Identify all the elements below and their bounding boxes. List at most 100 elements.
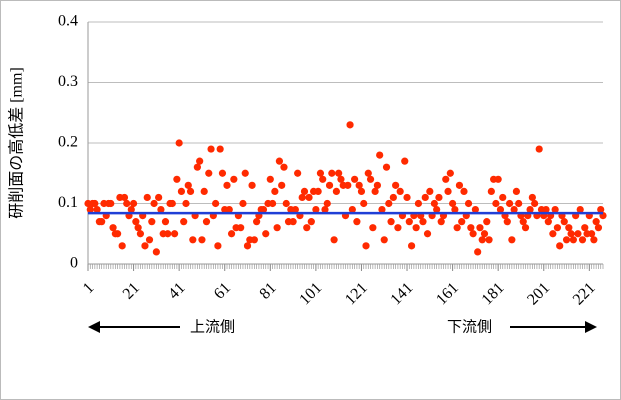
data-point xyxy=(366,175,375,183)
data-point xyxy=(510,205,518,214)
data-point xyxy=(590,236,598,244)
data-point xyxy=(549,230,557,238)
data-point xyxy=(351,175,359,183)
data-point xyxy=(129,199,138,208)
data-point xyxy=(266,175,274,183)
data-point xyxy=(157,205,165,214)
data-point xyxy=(526,205,534,214)
data-point xyxy=(202,218,211,226)
data-point xyxy=(268,199,277,208)
data-point xyxy=(515,199,523,208)
data-point xyxy=(464,199,473,208)
data-point xyxy=(474,248,482,256)
y-tick-label: 0.3 xyxy=(58,73,78,90)
data-point xyxy=(177,187,186,195)
data-point xyxy=(378,205,386,214)
y-tick-label: 0.2 xyxy=(58,134,78,151)
data-point xyxy=(291,205,299,214)
arrow-left-head xyxy=(88,321,100,333)
data-point xyxy=(553,224,562,232)
data-point xyxy=(392,181,400,189)
data-point xyxy=(487,187,495,195)
data-point xyxy=(581,224,589,232)
data-point xyxy=(419,218,427,226)
data-point xyxy=(227,230,236,238)
data-point xyxy=(405,218,413,226)
data-point xyxy=(230,175,238,183)
data-point xyxy=(449,199,457,208)
data-point xyxy=(127,205,135,214)
data-point xyxy=(385,199,393,208)
data-point xyxy=(214,242,222,250)
data-point xyxy=(494,175,502,183)
data-point xyxy=(505,199,514,208)
data-point xyxy=(184,181,192,189)
data-point xyxy=(182,199,190,208)
data-point xyxy=(239,199,247,208)
annotation-downstream: 下流側 xyxy=(447,318,492,335)
data-point xyxy=(485,236,493,244)
data-point xyxy=(93,205,101,214)
data-point xyxy=(305,193,313,202)
data-point xyxy=(218,169,227,177)
data-point xyxy=(205,169,213,177)
data-point xyxy=(460,187,468,195)
data-point xyxy=(588,230,596,238)
data-point xyxy=(294,169,302,177)
data-point xyxy=(314,187,322,195)
data-point xyxy=(155,193,163,202)
data-point xyxy=(576,205,584,214)
data-point xyxy=(512,187,521,195)
data-point xyxy=(173,175,181,183)
data-point xyxy=(300,187,309,195)
data-point xyxy=(376,151,384,159)
data-point xyxy=(148,218,156,226)
data-point xyxy=(107,199,115,208)
data-point xyxy=(271,187,279,195)
data-point xyxy=(453,224,461,232)
data-point xyxy=(109,224,117,232)
data-point xyxy=(321,205,329,214)
data-point xyxy=(430,199,438,208)
data-point xyxy=(175,139,183,147)
data-point xyxy=(371,187,379,195)
data-point xyxy=(289,218,297,226)
data-point xyxy=(241,169,249,177)
data-point xyxy=(123,199,131,208)
data-point xyxy=(407,242,416,250)
data-point xyxy=(312,205,320,214)
data-point xyxy=(535,145,543,153)
data-point xyxy=(446,169,454,177)
y-axis-label: 研削面の高低差 [mm] xyxy=(8,67,26,219)
data-point xyxy=(346,121,354,129)
arrow-right-head xyxy=(585,321,597,333)
data-point xyxy=(337,175,345,183)
data-point xyxy=(560,218,568,226)
data-point xyxy=(426,187,434,195)
data-point xyxy=(225,205,233,214)
data-point xyxy=(544,218,552,226)
data-point xyxy=(298,193,306,202)
data-point xyxy=(248,181,256,189)
data-point xyxy=(437,218,445,226)
data-point xyxy=(594,224,603,232)
data-point xyxy=(455,181,464,189)
data-point xyxy=(396,187,404,195)
data-point xyxy=(170,230,179,238)
data-point xyxy=(253,218,261,226)
data-point xyxy=(423,230,432,238)
data-point xyxy=(496,205,505,214)
data-point xyxy=(414,199,423,208)
data-point xyxy=(262,230,270,238)
data-point xyxy=(280,163,288,171)
data-point xyxy=(380,236,388,244)
data-point xyxy=(369,224,377,232)
data-point xyxy=(303,224,311,232)
data-point xyxy=(316,169,325,177)
data-point xyxy=(98,218,106,226)
data-point xyxy=(551,205,559,214)
data-point xyxy=(193,163,201,171)
y-tick-label: 0.4 xyxy=(58,13,78,30)
data-point xyxy=(442,175,450,183)
data-point xyxy=(353,218,361,226)
